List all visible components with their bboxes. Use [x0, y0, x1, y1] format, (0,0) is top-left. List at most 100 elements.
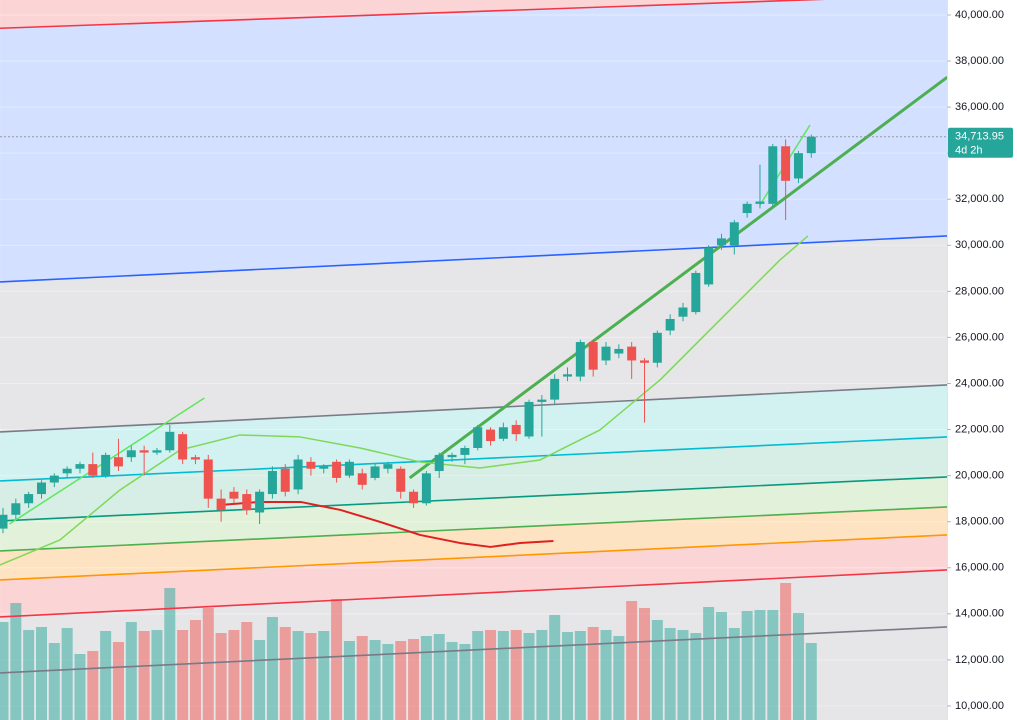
candle-body [11, 503, 21, 515]
volume-bar [356, 636, 368, 720]
candle-body [165, 431, 175, 451]
volume-bar [510, 630, 522, 720]
volume-bar [318, 631, 330, 720]
volume-bar [651, 620, 663, 720]
candle-body [806, 136, 816, 154]
candle-body [229, 491, 239, 499]
channel-band [0, 476, 947, 551]
candle-body [126, 450, 136, 458]
candle-body [473, 427, 483, 448]
volume-bar [61, 628, 73, 720]
volume-bar [10, 603, 22, 720]
candle-body [396, 468, 406, 492]
volume-bar [446, 642, 458, 720]
volume-bar [254, 640, 266, 720]
candle-body [370, 466, 380, 478]
volume-bar [74, 654, 86, 720]
candle-body [640, 360, 649, 363]
candle-body [652, 332, 662, 363]
channel-line [0, 476, 947, 522]
candle-body [614, 348, 624, 354]
volume-bar [0, 622, 9, 720]
volume-bar [600, 630, 612, 720]
candle-body [24, 494, 34, 504]
volume-bar [215, 633, 227, 720]
volume-bar [677, 630, 689, 720]
volume-bar [613, 636, 625, 720]
candle-body [383, 464, 393, 469]
volume-bar [189, 620, 201, 720]
volume-bar [472, 631, 484, 720]
volume-bar [754, 610, 766, 720]
candle-body [88, 464, 98, 476]
candle-body [216, 498, 226, 511]
volume-bar [343, 641, 355, 720]
price-tag-countdown: 4d 2h [955, 145, 983, 157]
volume-bar [626, 601, 638, 720]
channel-line [0, 384, 947, 433]
candle-body [75, 464, 85, 469]
candle-body [319, 466, 329, 469]
volume-bar [549, 615, 561, 720]
volume-bar [639, 608, 650, 720]
volume-bar [151, 630, 163, 720]
volume-bar [382, 644, 394, 720]
candle-body [421, 473, 431, 504]
y-tick-label: 30,000.00 [955, 239, 1004, 251]
volume-bar [241, 622, 253, 720]
volume-bar [780, 583, 792, 720]
volume-bar [87, 651, 99, 720]
candle-body [755, 201, 765, 204]
volume-bar [395, 641, 407, 720]
candle-body [280, 468, 290, 492]
volume-bar [164, 588, 176, 720]
candle-body [447, 454, 457, 458]
y-tick-label: 22,000.00 [955, 423, 1004, 435]
volume-bar [279, 627, 291, 720]
volume-bar [562, 632, 574, 720]
channel-band [0, 0, 947, 282]
volume-bar [292, 631, 304, 720]
volume-bar [497, 631, 509, 720]
candle-body [460, 447, 470, 455]
y-tick-label: 40,000.00 [955, 9, 1004, 21]
candle-body [267, 471, 277, 495]
candle-body [255, 491, 265, 513]
candle-body [357, 473, 367, 485]
y-tick-label: 14,000.00 [955, 608, 1004, 620]
candle-body [716, 238, 726, 246]
volume-bar [48, 643, 60, 720]
candle-body [242, 494, 252, 511]
y-tick-label: 18,000.00 [955, 516, 1004, 528]
candle-body [588, 342, 598, 370]
y-tick-label: 16,000.00 [955, 562, 1004, 574]
candle-body [511, 424, 521, 435]
price-axis: 10,000.00 12,000.00 14,000.00 16,000.00 18,0… [947, 9, 1013, 712]
candle-body [601, 346, 611, 361]
candle-body [409, 491, 419, 504]
y-tick-label: 28,000.00 [955, 285, 1004, 297]
candle-body [486, 429, 496, 442]
candle-body [306, 461, 316, 469]
volume-bar [228, 630, 240, 720]
indicator-line [0, 235, 809, 566]
y-tick-label: 26,000.00 [955, 331, 1004, 343]
candle-body [729, 222, 739, 246]
plot-area [0, 0, 947, 720]
channel-band [0, 506, 947, 580]
candle-body [0, 514, 8, 529]
y-tick-label: 20,000.00 [955, 470, 1004, 482]
volume-bar [485, 630, 497, 720]
candle-body [62, 468, 72, 474]
candle-body [768, 146, 778, 204]
volume-bar [767, 610, 779, 720]
candle-body [152, 450, 162, 453]
volume-bar [112, 642, 124, 720]
volume-bar [23, 630, 35, 720]
channel-line [0, 534, 947, 581]
volume-bar [100, 631, 112, 720]
candle-body [178, 434, 188, 460]
channel-band [0, 534, 947, 617]
volume-bar [202, 608, 214, 720]
